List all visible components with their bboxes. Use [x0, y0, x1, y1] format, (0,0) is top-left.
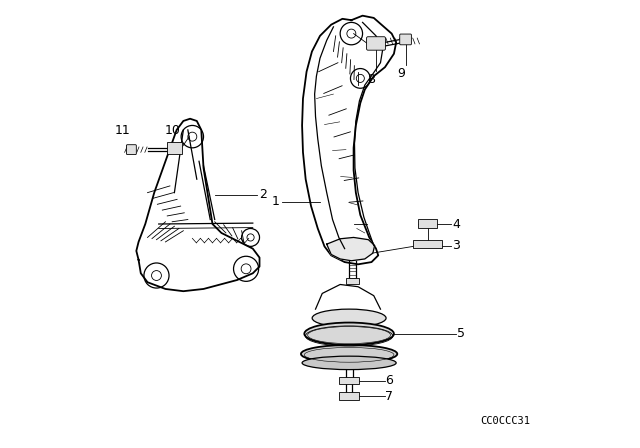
FancyBboxPatch shape [167, 142, 182, 154]
Text: 10: 10 [164, 124, 180, 138]
Polygon shape [326, 237, 374, 261]
FancyBboxPatch shape [339, 392, 359, 400]
FancyBboxPatch shape [413, 240, 442, 248]
Text: 11: 11 [115, 124, 131, 138]
Text: 5: 5 [457, 327, 465, 340]
Text: 6: 6 [385, 374, 394, 388]
FancyBboxPatch shape [367, 37, 385, 50]
FancyBboxPatch shape [127, 145, 136, 155]
FancyBboxPatch shape [339, 377, 359, 384]
Ellipse shape [304, 323, 394, 345]
FancyBboxPatch shape [346, 278, 359, 284]
Ellipse shape [312, 309, 386, 327]
Text: 4: 4 [452, 217, 460, 231]
Text: 7: 7 [385, 389, 394, 403]
Text: 9: 9 [397, 67, 405, 80]
Text: 2: 2 [260, 188, 268, 202]
Text: 1: 1 [272, 195, 280, 208]
Polygon shape [136, 119, 260, 291]
Ellipse shape [302, 356, 396, 370]
Text: 8: 8 [367, 73, 376, 86]
FancyBboxPatch shape [418, 219, 437, 228]
Text: CC0CCC31: CC0CCC31 [481, 416, 531, 426]
Text: 3: 3 [452, 239, 460, 252]
FancyBboxPatch shape [400, 34, 412, 45]
Polygon shape [302, 16, 396, 264]
Ellipse shape [301, 345, 397, 363]
